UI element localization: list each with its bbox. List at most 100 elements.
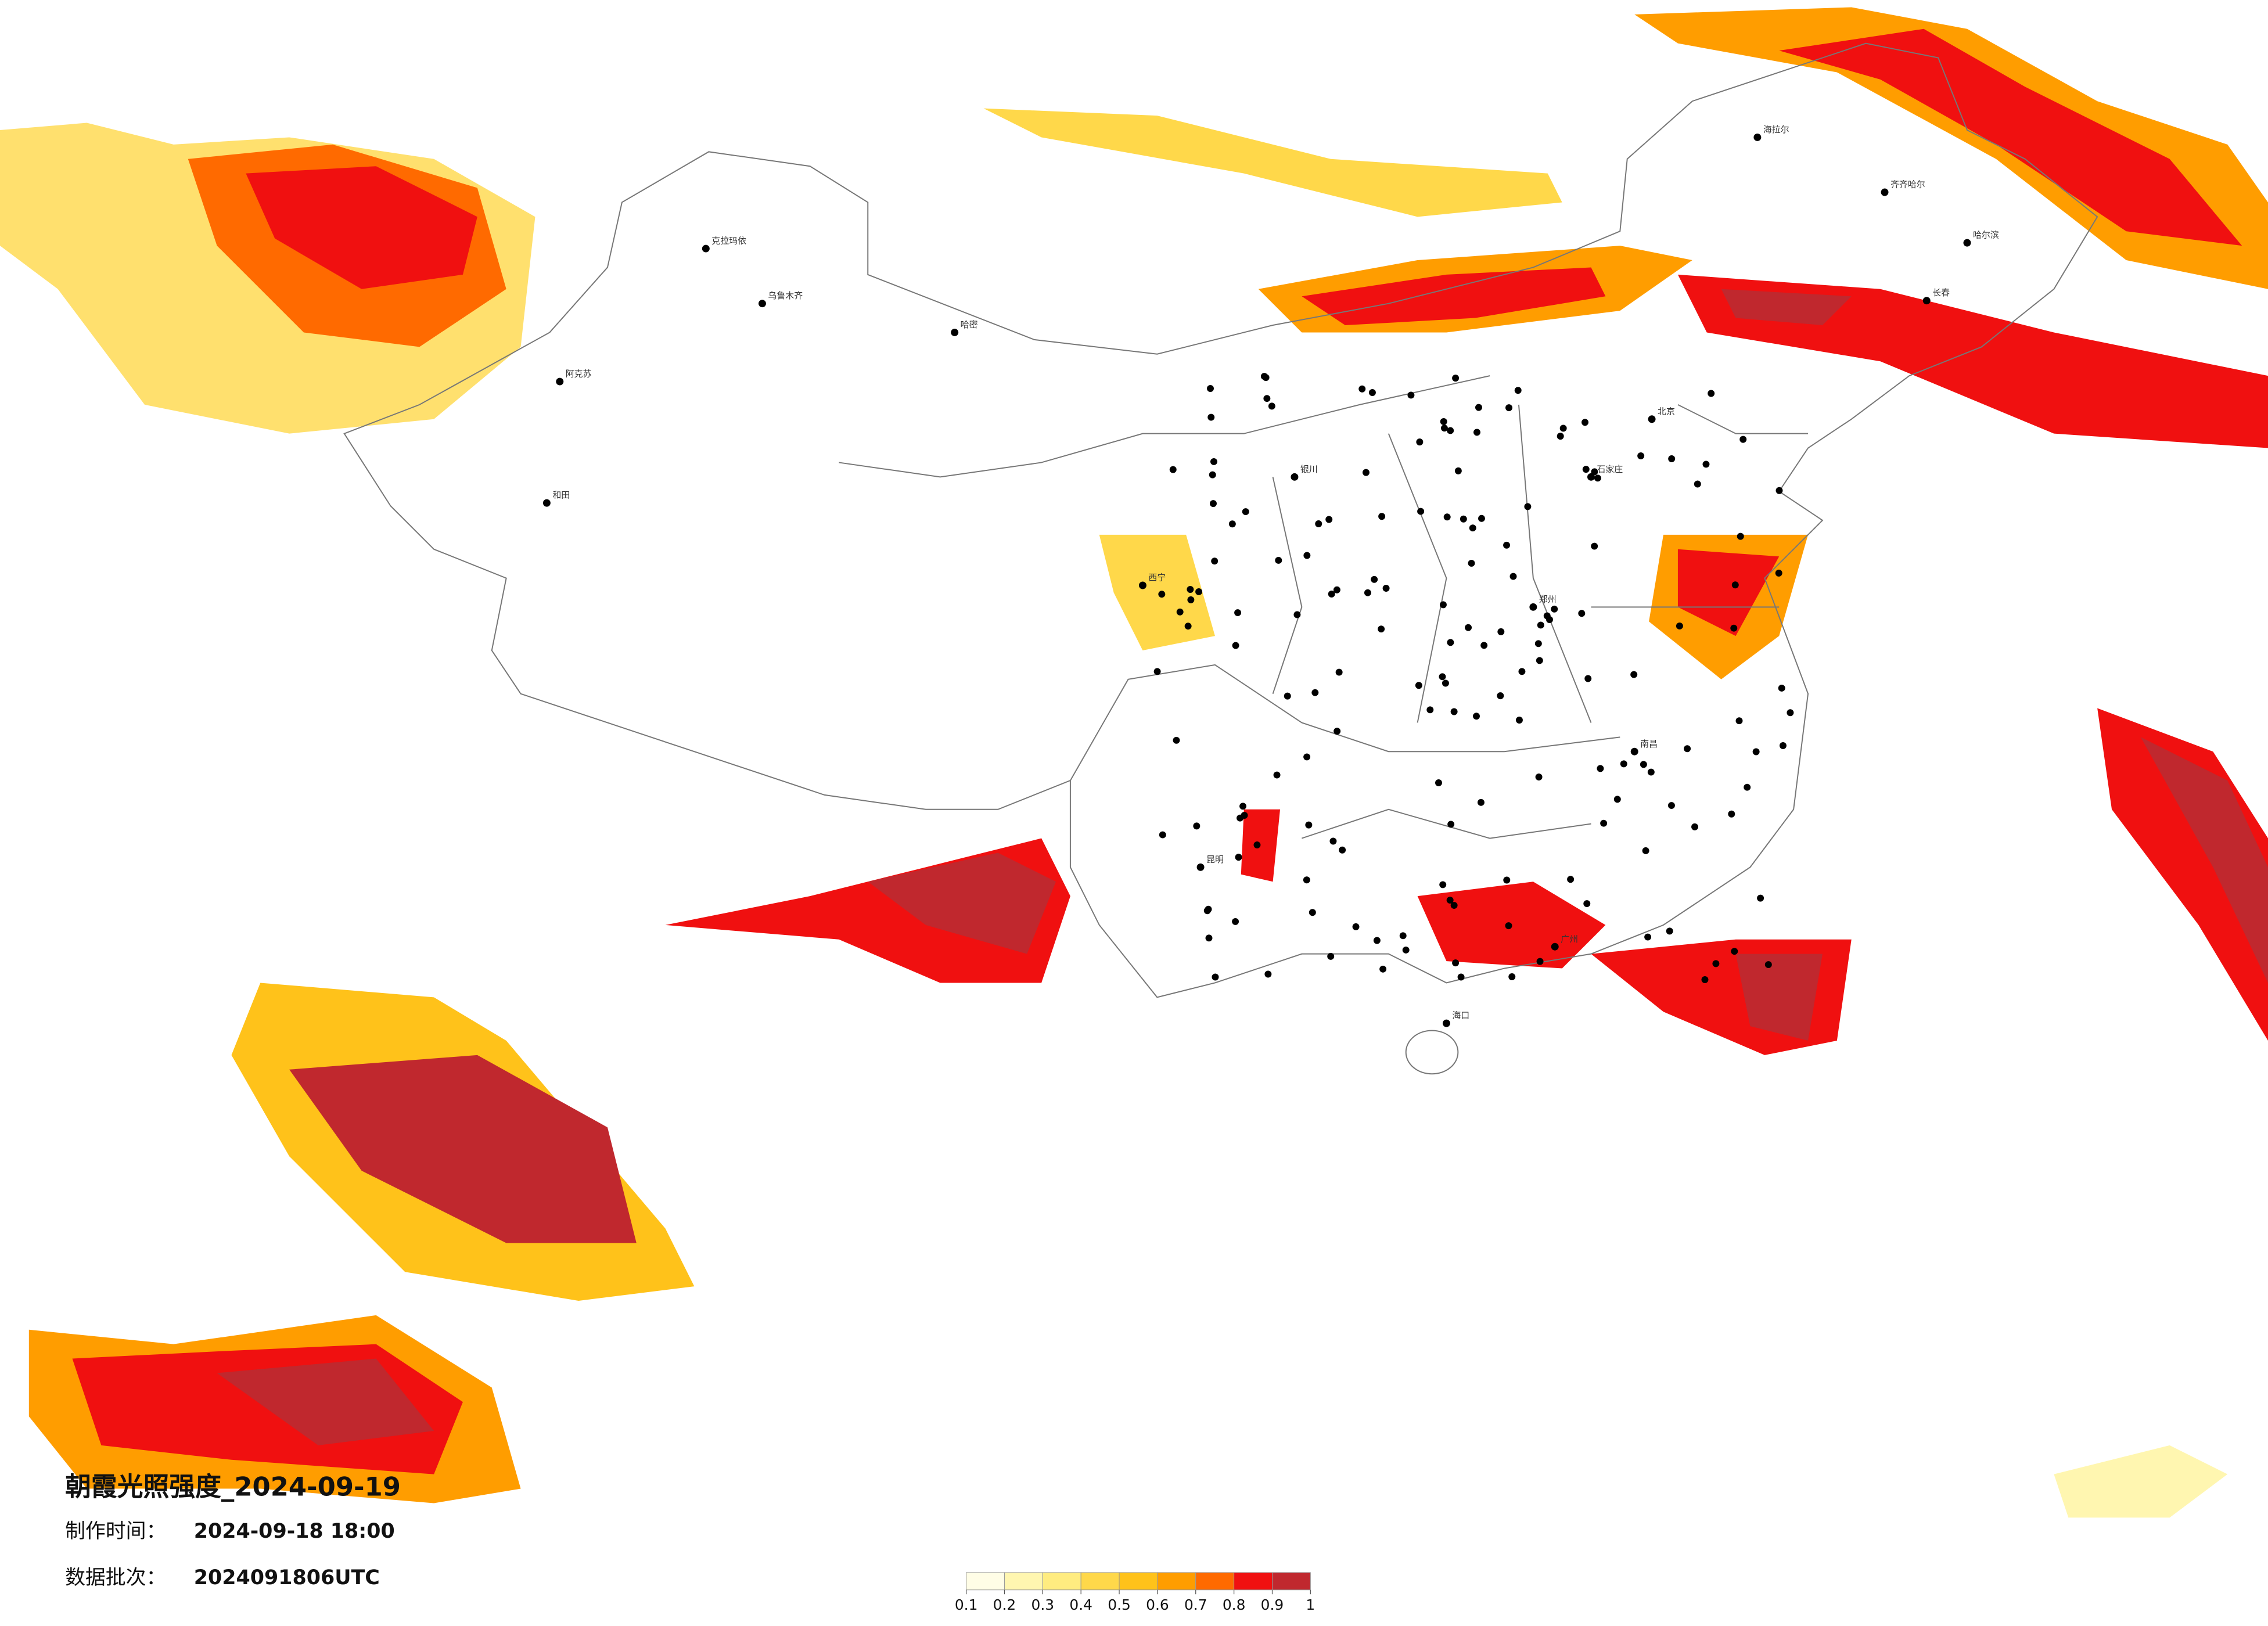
city-dot bbox=[1694, 480, 1701, 488]
city-dot bbox=[1515, 716, 1523, 724]
colorbar-swatch bbox=[1234, 1572, 1273, 1591]
city-dot bbox=[1752, 748, 1760, 756]
city-dot bbox=[1469, 524, 1476, 532]
colorbar-label: 0.5 bbox=[1108, 1596, 1131, 1613]
city-dot bbox=[1578, 610, 1586, 617]
city-label: 哈密 bbox=[961, 319, 978, 330]
city-dot bbox=[1195, 588, 1203, 595]
city-dot bbox=[1475, 404, 1482, 411]
city-dot bbox=[1382, 585, 1390, 592]
city-dot bbox=[1775, 569, 1782, 577]
city-dot bbox=[1473, 713, 1480, 720]
city-dot bbox=[1684, 745, 1691, 753]
city-dot bbox=[758, 300, 766, 308]
city-dot bbox=[1232, 642, 1239, 649]
colorbar-swatch bbox=[1157, 1572, 1196, 1591]
city-dot bbox=[951, 328, 959, 336]
city-dot bbox=[1642, 847, 1649, 854]
city-dot bbox=[1407, 391, 1415, 399]
city-dot bbox=[1373, 937, 1381, 944]
city-dot bbox=[1440, 425, 1448, 432]
colorbar-swatch bbox=[1080, 1572, 1120, 1591]
city-dot bbox=[1524, 503, 1532, 510]
city-dot bbox=[1442, 679, 1449, 687]
colorbar: 0.1 0.2 0.3 0.4 0.5 0.6 0.7 0.8 0.9 1 bbox=[955, 1572, 1315, 1613]
city-dot bbox=[1637, 452, 1645, 459]
city-label: 昆明 bbox=[1206, 854, 1224, 865]
city-dot bbox=[1311, 689, 1319, 696]
map-title: 朝霞光照强度_2024-09-19 bbox=[65, 1472, 401, 1502]
city-dot bbox=[1358, 385, 1366, 393]
city-label: 和田 bbox=[552, 490, 570, 501]
city-label: 长春 bbox=[1932, 287, 1950, 298]
colorbar-swatch bbox=[1042, 1572, 1081, 1591]
city-dot bbox=[1537, 621, 1544, 629]
city-dot bbox=[1138, 581, 1146, 589]
city-dot bbox=[1273, 771, 1281, 779]
city-dot bbox=[1676, 622, 1683, 629]
city-dot bbox=[1242, 508, 1249, 516]
city-dot bbox=[1234, 609, 1242, 617]
city-dot bbox=[1731, 581, 1739, 589]
city-dot bbox=[1263, 395, 1271, 402]
city-dot bbox=[1468, 559, 1475, 567]
city-dot bbox=[1435, 779, 1442, 786]
city-dot bbox=[1284, 692, 1291, 700]
city-dot bbox=[1268, 402, 1275, 410]
city-dot bbox=[1184, 623, 1192, 630]
city-dot bbox=[1668, 455, 1676, 462]
city-dot bbox=[1378, 513, 1386, 520]
city-dot bbox=[1708, 390, 1715, 397]
city-dot bbox=[1591, 468, 1598, 476]
city-dot bbox=[1582, 419, 1588, 426]
city-dot bbox=[1241, 812, 1248, 819]
city-dot bbox=[1452, 375, 1460, 382]
colorbar-label: 0.8 bbox=[1223, 1596, 1246, 1613]
city-dot bbox=[1559, 425, 1567, 432]
city-dot bbox=[1536, 657, 1543, 664]
city-dot bbox=[1446, 897, 1454, 904]
city-dot bbox=[1325, 516, 1333, 523]
city-dot bbox=[1744, 783, 1751, 791]
city-dot bbox=[1460, 515, 1467, 523]
city-dot bbox=[1416, 438, 1424, 446]
city-dot bbox=[1210, 458, 1217, 465]
cloud-field bbox=[0, 7, 2268, 1518]
city-dot bbox=[1454, 467, 1462, 474]
city-dot bbox=[1440, 418, 1447, 425]
city-dot bbox=[1293, 611, 1301, 618]
city-dot bbox=[1667, 802, 1675, 810]
city-dot bbox=[1457, 973, 1465, 981]
city-dot bbox=[1158, 591, 1166, 598]
city-dot bbox=[1477, 798, 1485, 806]
colorbar-swatch bbox=[966, 1572, 1005, 1591]
city-label: 石家庄 bbox=[1597, 464, 1623, 474]
city-dot bbox=[1597, 765, 1604, 772]
colorbar-label: 0.2 bbox=[993, 1596, 1016, 1613]
city-dot bbox=[1478, 515, 1485, 522]
city-dot bbox=[1922, 297, 1931, 305]
city-dot bbox=[1735, 717, 1743, 725]
city-dot bbox=[1305, 821, 1313, 829]
city-dot bbox=[1379, 965, 1387, 973]
city-dot bbox=[1753, 133, 1762, 141]
city-dot bbox=[1426, 706, 1434, 714]
colorbar-swatch bbox=[1004, 1572, 1043, 1591]
city-dot bbox=[1415, 682, 1422, 689]
city-dot bbox=[1176, 608, 1184, 616]
city-dot bbox=[1737, 533, 1744, 540]
colorbar-label: 0.1 bbox=[955, 1596, 978, 1613]
city-dot bbox=[542, 499, 551, 507]
city-dot bbox=[1508, 973, 1516, 980]
city-dot bbox=[1362, 469, 1370, 476]
city-dot bbox=[1203, 907, 1211, 915]
city-dot bbox=[1505, 922, 1512, 930]
city-dot bbox=[1518, 668, 1526, 675]
city-dot bbox=[1505, 404, 1512, 412]
china-outline bbox=[343, 42, 2098, 998]
city-dot bbox=[1209, 500, 1217, 508]
city-dot bbox=[1378, 625, 1385, 633]
city-dot bbox=[1779, 742, 1787, 749]
